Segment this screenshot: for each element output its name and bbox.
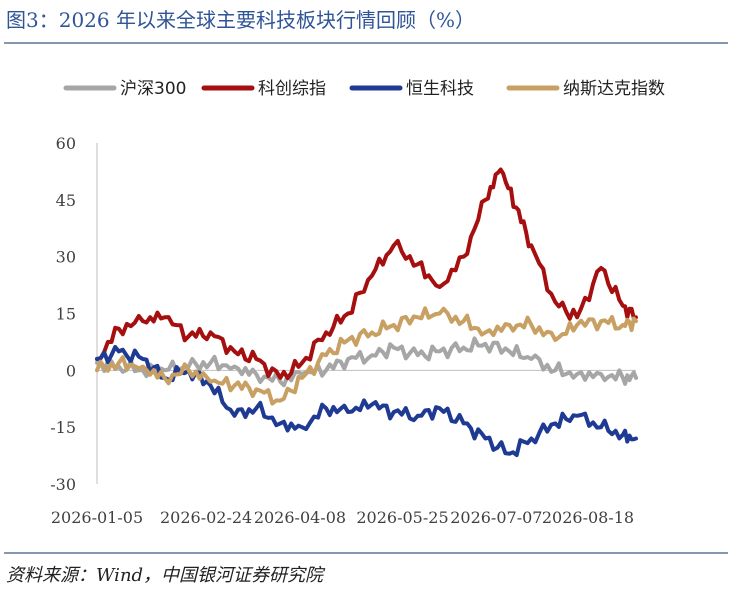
y-tick-label: 60 <box>56 134 76 153</box>
legend-label: 恒生科技 <box>406 79 474 99</box>
legend: 沪深300 科创综指 恒生科技 纳斯达克指数 <box>63 79 665 99</box>
bottom-divider <box>4 552 728 554</box>
y-tick-label: 0 <box>66 361 76 380</box>
y-tick-label: 45 <box>56 191 76 210</box>
y-tick-label: 15 <box>56 305 76 324</box>
x-tick-label: 2026-04-08 <box>254 508 346 527</box>
x-tick-label: 2026-05-25 <box>356 508 448 527</box>
plot-area <box>95 167 638 458</box>
x-axis: 2026-01-05 2026-02-24 2026-04-08 2026-05-25… <box>51 143 636 527</box>
chart-title: 图3：2026 年以来全球主要科技板块行情回顾（%） <box>6 8 475 32</box>
source-note: 资料来源：Wind，中国银河证券研究院 <box>6 565 324 586</box>
legend-label: 科创综指 <box>258 79 326 99</box>
series-line <box>95 336 638 388</box>
x-tick-label: 2026-08-18 <box>542 508 634 527</box>
series-line <box>95 345 638 458</box>
y-tick-label: -15 <box>50 418 76 437</box>
y-tick-label: -30 <box>50 475 76 494</box>
legend-label: 沪深300 <box>120 79 186 99</box>
x-tick-label: 2026-01-05 <box>51 508 143 527</box>
x-tick-label: 2026-07-07 <box>450 508 542 527</box>
series-line <box>95 306 638 406</box>
legend-label: 纳斯达克指数 <box>563 79 665 99</box>
top-divider <box>4 42 728 44</box>
series-line <box>95 167 638 381</box>
y-axis: -30 -15 0 15 30 45 60 <box>50 134 76 494</box>
x-tick-label: 2026-02-24 <box>160 508 252 527</box>
y-tick-label: 30 <box>56 248 76 267</box>
